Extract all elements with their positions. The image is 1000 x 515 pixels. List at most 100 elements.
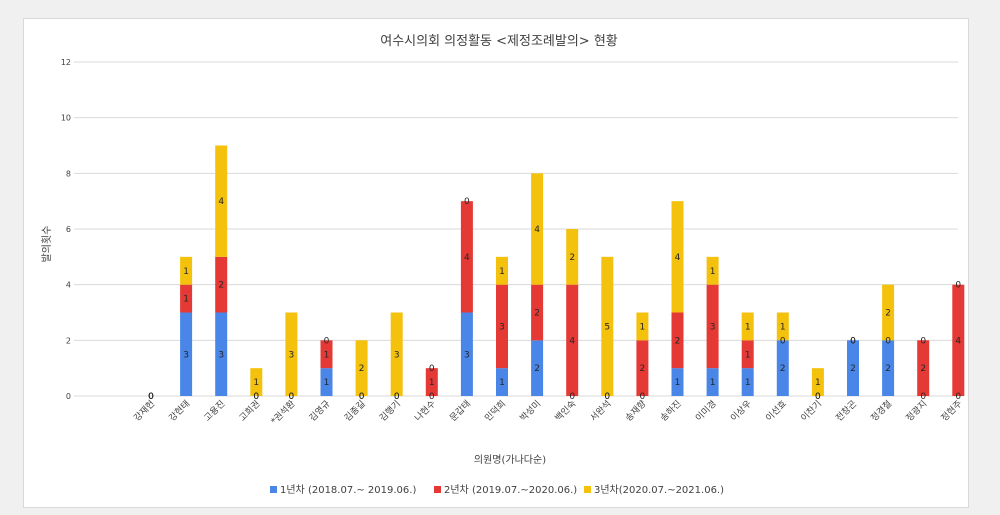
- data-label: 1: [745, 350, 751, 360]
- data-label: 0: [569, 392, 575, 402]
- legend-swatch: [270, 486, 277, 493]
- x-axis-ticks: 강재헌 강현태 고용진 고희권 *권석환 김영규 김종길 김행기 나현수 문갑태 민덕희 박성미 백인숙…: [132, 398, 965, 427]
- data-label: 4: [534, 225, 540, 235]
- data-label: 1: [780, 322, 786, 332]
- bar-segment: [636, 312, 649, 341]
- x-tick-label: 정현주: [939, 398, 964, 423]
- bar-segment: [566, 229, 579, 285]
- data-label: 0: [429, 364, 435, 374]
- x-tick-label: 이찬기: [799, 398, 824, 423]
- y-tick-label: 4: [66, 281, 71, 290]
- x-tick-label: 전창곤: [834, 398, 859, 423]
- chart-title: 여수시의회 의정활동 <제정조례발의> 현황: [380, 34, 618, 49]
- legend-swatch: [434, 486, 441, 493]
- bar-segment: [671, 312, 684, 369]
- data-label: 1: [710, 267, 716, 277]
- data-label: 2: [675, 336, 681, 346]
- data-label: 4: [569, 336, 575, 346]
- data-label: 0: [640, 392, 646, 402]
- data-label: 3: [289, 350, 295, 360]
- data-label: 1: [324, 350, 330, 360]
- data-label: 3: [218, 350, 224, 360]
- bar-segment: [566, 284, 579, 396]
- x-tick-label: 송하진: [658, 398, 683, 423]
- x-tick-label: 이상우: [728, 398, 753, 423]
- x-tick-label: 정경철: [868, 398, 894, 424]
- bar-segment: [285, 312, 298, 396]
- chart-card: 여수시의회 의정활동 <제정조례발의> 현황 0 2 4 6 8 10 12 0 0 0 3 1 1 3…: [23, 18, 969, 508]
- x-tick-label: 강재헌: [132, 398, 157, 423]
- bar-segment: [952, 284, 965, 396]
- data-label: 1: [429, 378, 435, 388]
- data-label: 1: [499, 267, 505, 277]
- data-label: 0: [148, 392, 154, 402]
- data-label: 3: [183, 350, 189, 360]
- bar-segment: [215, 145, 228, 257]
- bar-segment: [215, 312, 228, 396]
- bar-segment: [531, 173, 544, 285]
- y-tick-label: 0: [66, 392, 71, 401]
- data-label: 1: [745, 378, 751, 388]
- data-label: 0: [920, 392, 926, 402]
- bar-segment: [320, 340, 333, 369]
- data-label: 4: [218, 197, 224, 207]
- data-label: 1: [324, 378, 330, 388]
- data-label: 0: [780, 336, 786, 346]
- bar-segment: [811, 368, 824, 396]
- data-label: 0: [289, 392, 295, 402]
- x-tick-label: *권석환: [268, 398, 297, 427]
- data-label: 0: [850, 336, 856, 346]
- data-label: 2: [885, 309, 891, 319]
- data-label: 0: [815, 392, 821, 402]
- data-label: 2: [885, 364, 891, 374]
- data-label: 2: [218, 281, 224, 291]
- bar-segment: [776, 312, 789, 341]
- data-label: 0: [148, 392, 154, 402]
- bar-segment: [706, 368, 719, 396]
- data-label: 0: [604, 392, 610, 402]
- data-label: 0: [429, 392, 435, 402]
- bar-segment: [636, 340, 649, 396]
- bar-segment: [706, 284, 719, 369]
- legend-label: 1년차 (2018.07.~ 2019.06.): [280, 484, 416, 496]
- x-tick-label: 민덕희: [482, 398, 508, 424]
- bar-segment: [706, 256, 719, 285]
- bar-segment: [180, 256, 193, 285]
- legend-label: 2년차 (2019.07.~2020.06.): [444, 484, 577, 496]
- data-label: 0: [955, 281, 961, 291]
- data-label: 4: [675, 253, 681, 263]
- bar-segment: [496, 368, 508, 396]
- bar-segment: [882, 340, 895, 396]
- data-label: 1: [183, 295, 189, 305]
- bar-segment: [180, 284, 193, 313]
- data-label: 0: [885, 336, 891, 346]
- bar-segment: [320, 368, 333, 396]
- bar-segment: [671, 201, 684, 313]
- bar-segment: [531, 284, 544, 341]
- data-label: 1: [815, 378, 821, 388]
- data-label: 2: [569, 253, 575, 263]
- data-label: 0: [955, 392, 961, 402]
- x-tick-label: 문갑태: [447, 398, 473, 424]
- y-axis-ticks: 0 2 4 6 8 10 12: [61, 58, 71, 401]
- data-label: 1: [710, 378, 716, 388]
- data-label: 0: [850, 336, 856, 346]
- data-label: 2: [534, 309, 540, 319]
- bar-segment: [847, 340, 859, 396]
- bar-segment: [531, 340, 544, 396]
- data-label: 0: [359, 392, 365, 402]
- bar-segment: [882, 284, 895, 341]
- data-label: 1: [745, 322, 751, 332]
- data-label: 5: [604, 322, 610, 332]
- bar-segment: [776, 340, 789, 396]
- data-label: 3: [464, 350, 470, 360]
- y-tick-label: 8: [66, 169, 71, 178]
- bar-segment: [390, 312, 403, 396]
- data-label: 0: [920, 336, 926, 346]
- data-label: 2: [920, 364, 926, 374]
- data-label: 4: [955, 336, 961, 346]
- data-label: 2: [534, 364, 540, 374]
- x-tick-label: 이미경: [693, 398, 719, 424]
- x-tick-label: 이선효: [764, 398, 789, 423]
- bar-segment: [671, 368, 684, 396]
